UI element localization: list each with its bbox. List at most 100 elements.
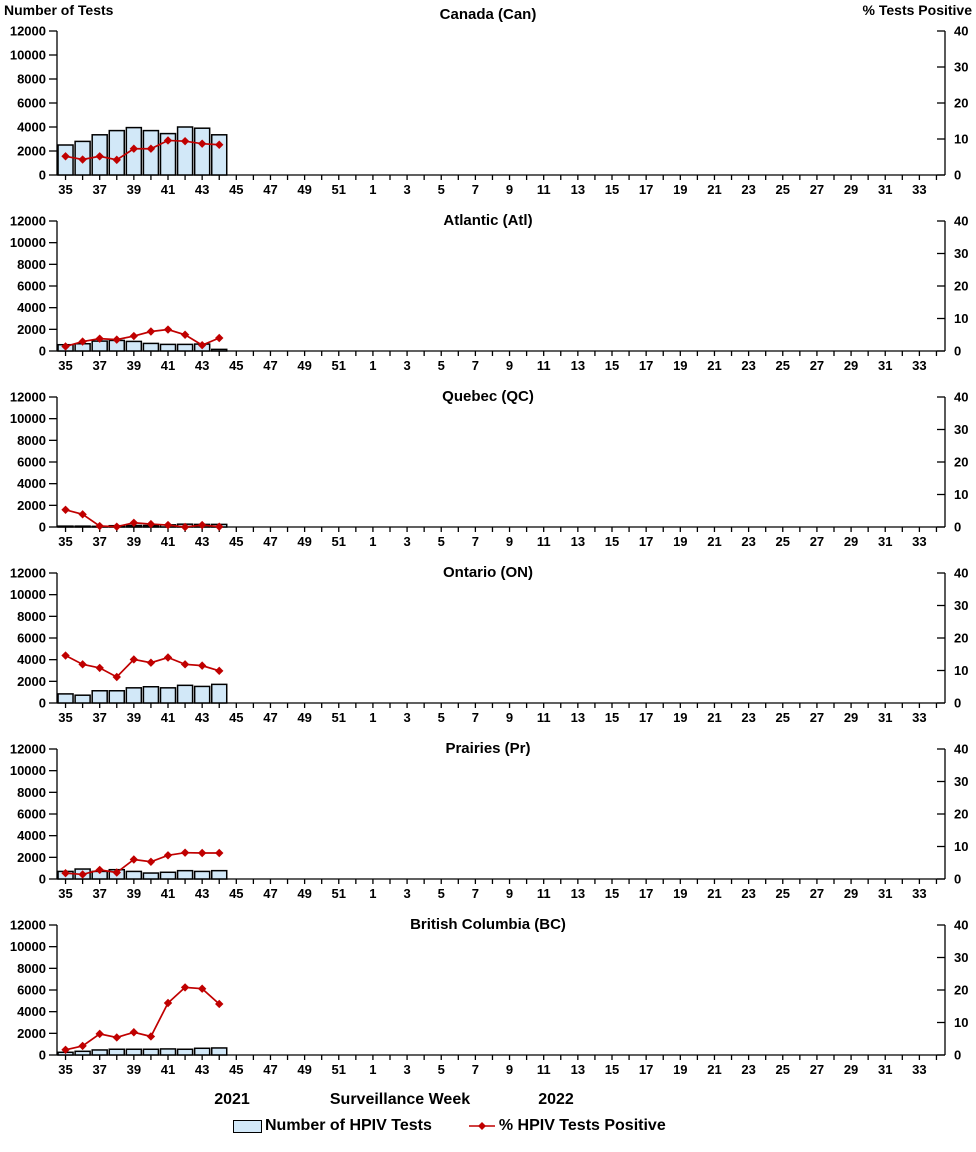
svg-text:40: 40 — [954, 742, 968, 757]
svg-text:39: 39 — [127, 886, 141, 901]
svg-text:2000: 2000 — [17, 144, 46, 159]
left-axis: 0 2000 4000 6000 8000 10000 12000 — [10, 566, 57, 711]
x-axis-title: Surveillance Week — [329, 1091, 471, 1108]
svg-text:49: 49 — [297, 534, 311, 549]
svg-text:0: 0 — [954, 1048, 961, 1063]
svg-text:19: 19 — [673, 534, 687, 549]
svg-text:45: 45 — [229, 534, 243, 549]
svg-text:21: 21 — [707, 1062, 721, 1077]
svg-text:35: 35 — [58, 886, 72, 901]
svg-text:4000: 4000 — [17, 652, 46, 667]
svg-text:10: 10 — [954, 487, 968, 502]
svg-text:27: 27 — [810, 534, 824, 549]
svg-text:43: 43 — [195, 886, 209, 901]
svg-text:27: 27 — [810, 1062, 824, 1077]
svg-text:15: 15 — [605, 534, 619, 549]
svg-text:10000: 10000 — [10, 939, 46, 954]
svg-text:7: 7 — [472, 886, 479, 901]
x-axis: 35 37 39 41 43 45 47 49 51 1 3 5 7 9 11 13 15 17 19 21 23 25 2… — [58, 351, 938, 373]
svg-text:40: 40 — [954, 390, 968, 405]
svg-text:7: 7 — [472, 358, 479, 373]
svg-text:19: 19 — [673, 358, 687, 373]
svg-text:17: 17 — [639, 358, 653, 373]
svg-text:20: 20 — [954, 807, 968, 822]
svg-text:43: 43 — [195, 182, 209, 197]
svg-text:47: 47 — [263, 358, 277, 373]
chart-panel-prairies: Prairies (Pr) 0 2000 4000 6000 8000 10000 1200… — [0, 727, 976, 903]
svg-text:9: 9 — [506, 1062, 513, 1077]
svg-text:40: 40 — [954, 214, 968, 229]
svg-text:40: 40 — [954, 918, 968, 933]
axes — [56, 397, 946, 528]
svg-text:2000: 2000 — [17, 850, 46, 865]
svg-text:31: 31 — [878, 358, 892, 373]
svg-text:12000: 12000 — [10, 390, 46, 405]
svg-text:13: 13 — [571, 534, 585, 549]
svg-text:0: 0 — [39, 696, 46, 711]
svg-text:3: 3 — [403, 534, 410, 549]
svg-text:51: 51 — [332, 886, 346, 901]
axes — [56, 221, 946, 352]
svg-text:8000: 8000 — [17, 609, 46, 624]
svg-text:29: 29 — [844, 1062, 858, 1077]
svg-text:21: 21 — [707, 534, 721, 549]
svg-text:2000: 2000 — [17, 498, 46, 513]
svg-text:47: 47 — [263, 1062, 277, 1077]
axes — [56, 749, 946, 880]
svg-text:37: 37 — [92, 358, 106, 373]
svg-text:25: 25 — [776, 886, 790, 901]
svg-text:9: 9 — [506, 710, 513, 725]
legend-item-tests: Number of HPIV Tests — [233, 1117, 432, 1135]
svg-text:10000: 10000 — [10, 763, 46, 778]
svg-text:37: 37 — [92, 886, 106, 901]
x-axis: 35 37 39 41 43 45 47 49 51 1 3 5 7 9 11 13 15 17 19 21 23 25 2… — [58, 527, 938, 549]
svg-text:19: 19 — [673, 886, 687, 901]
svg-text:21: 21 — [707, 710, 721, 725]
svg-text:8000: 8000 — [17, 72, 46, 87]
svg-text:41: 41 — [161, 886, 175, 901]
svg-text:4000: 4000 — [17, 120, 46, 135]
left-axis: 0 2000 4000 6000 8000 10000 12000 — [10, 742, 57, 887]
svg-text:39: 39 — [127, 534, 141, 549]
svg-text:33: 33 — [912, 1062, 926, 1077]
svg-text:49: 49 — [297, 182, 311, 197]
svg-text:11: 11 — [537, 1062, 551, 1077]
svg-text:7: 7 — [472, 710, 479, 725]
svg-text:5: 5 — [438, 358, 445, 373]
right-axis: 0 10 20 30 40 — [937, 742, 968, 887]
svg-text:19: 19 — [673, 1062, 687, 1077]
svg-text:23: 23 — [741, 710, 755, 725]
svg-text:3: 3 — [403, 1062, 410, 1077]
svg-text:10: 10 — [954, 311, 968, 326]
svg-text:23: 23 — [741, 886, 755, 901]
svg-text:1: 1 — [369, 1062, 376, 1077]
svg-text:39: 39 — [127, 358, 141, 373]
svg-text:29: 29 — [844, 358, 858, 373]
svg-text:41: 41 — [161, 710, 175, 725]
svg-text:10: 10 — [954, 839, 968, 854]
year-label-left: 2021 — [214, 1091, 250, 1108]
svg-text:27: 27 — [810, 886, 824, 901]
svg-text:43: 43 — [195, 1062, 209, 1077]
svg-text:5: 5 — [438, 1062, 445, 1077]
svg-text:21: 21 — [707, 358, 721, 373]
svg-text:12000: 12000 — [10, 742, 46, 757]
positivity-line — [61, 983, 224, 1054]
svg-text:9: 9 — [506, 886, 513, 901]
svg-text:33: 33 — [912, 886, 926, 901]
svg-text:8000: 8000 — [17, 257, 46, 272]
svg-text:6000: 6000 — [17, 807, 46, 822]
svg-text:5: 5 — [438, 182, 445, 197]
left-axis: 0 2000 4000 6000 8000 10000 12000 — [10, 24, 57, 183]
svg-text:10000: 10000 — [10, 48, 46, 63]
svg-text:10000: 10000 — [10, 235, 46, 250]
svg-text:0: 0 — [954, 344, 961, 359]
right-axis: 0 10 20 30 40 — [937, 214, 968, 359]
svg-text:29: 29 — [844, 710, 858, 725]
svg-text:0: 0 — [39, 1048, 46, 1063]
svg-text:37: 37 — [92, 1062, 106, 1077]
svg-text:8000: 8000 — [17, 961, 46, 976]
svg-text:0: 0 — [39, 520, 46, 535]
